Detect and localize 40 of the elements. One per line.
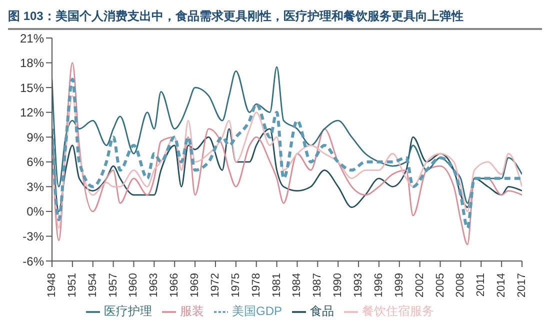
legend-label: 餐饮住宿服务 [362,304,434,318]
y-tick-label: -6% [22,254,44,268]
y-tick-label: 3% [26,180,44,194]
x-tick-label: 2005 [434,273,446,298]
y-tick-label: 18% [20,56,44,70]
x-tick-label: 1972 [209,273,222,298]
x-tick-label: 1996 [372,273,385,298]
x-tick-label: 1948 [46,273,58,298]
x-tick-label: 1978 [250,273,262,298]
x-tick-label: 1999 [393,273,406,298]
y-tick-label: 9% [26,130,44,144]
x-tick-label: 1966 [168,273,181,298]
y-tick-label: 6% [26,155,44,170]
y-tick-label: -3% [22,229,44,244]
legend-label: 美国GDP [232,304,282,318]
x-tick-label: 1960 [128,273,140,298]
x-tick-label: 2017 [516,273,528,298]
x-tick-label: 1969 [189,273,202,298]
x-tick-label: 1990 [332,273,344,298]
legend-label: 医疗护理 [104,304,152,318]
x-tick-label: 1993 [352,273,365,298]
legend-label: 服装 [180,304,204,318]
x-tick-label: 1963 [148,273,160,298]
x-tick-label: 2014 [496,273,508,298]
x-tick-label: 1975 [230,273,242,298]
y-tick-label: 12% [20,106,44,120]
y-tick-label: 0% [26,204,44,219]
x-tick-label: 1987 [312,273,324,298]
x-tick-label: 2011 [475,273,488,297]
chart-title: 图 103：美国个人消费支出中，食品需求更具刚性，医疗护理和餐饮服务更具向上弹性 [8,8,542,30]
x-tick-label: 1954 [86,273,99,298]
y-tick-label: 21% [20,31,44,46]
x-tick-label: 2008 [454,273,467,298]
x-tick-label: 1981 [270,273,283,298]
x-tick-label: 1984 [291,273,304,298]
legend-label: 食品 [310,304,334,318]
y-tick-label: 15% [20,80,44,95]
x-tick-label: 2002 [414,273,426,298]
x-tick-label: 1951 [66,273,78,298]
x-tick-label: 1957 [107,273,120,298]
